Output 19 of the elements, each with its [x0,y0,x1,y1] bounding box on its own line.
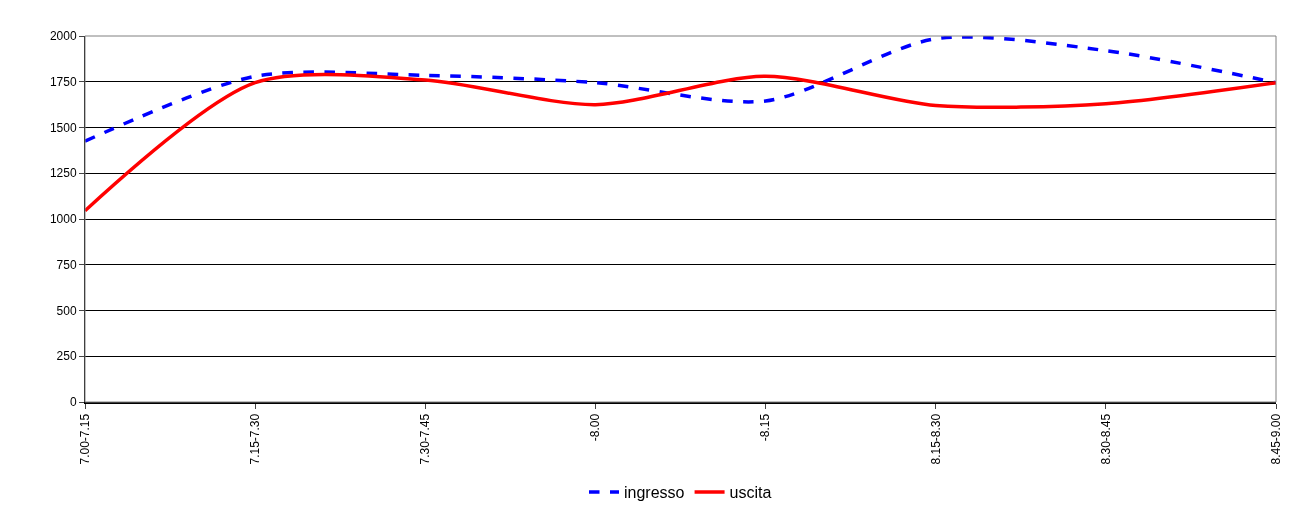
y-tick-label: 750 [56,257,77,272]
legend-label: uscita [729,484,772,502]
legend-label: ingresso [624,484,685,502]
x-tick-label: 8.30-8.45 [1098,413,1113,465]
y-tick-label: 2000 [49,29,77,44]
x-tick-label: 7.30-7.45 [418,413,433,465]
x-tick-label: -8.15 [758,413,773,442]
y-tick-label: 1250 [49,166,77,181]
y-tick-label: 1750 [49,74,77,89]
y-tick-label: 1500 [49,120,77,135]
y-tick-label: 250 [56,349,77,364]
x-tick-label: 7.00-7.15 [77,413,92,465]
y-tick-label: 0 [69,395,77,410]
y-tick-label: 1000 [49,212,77,227]
y-tick-label: 500 [56,303,77,318]
x-tick-label: 7.15-7.30 [248,413,263,465]
x-tick-label: -8.00 [588,413,603,442]
x-tick-label: 8.15-8.30 [928,413,943,465]
x-tick-label: 8.45-9.00 [1268,413,1283,465]
